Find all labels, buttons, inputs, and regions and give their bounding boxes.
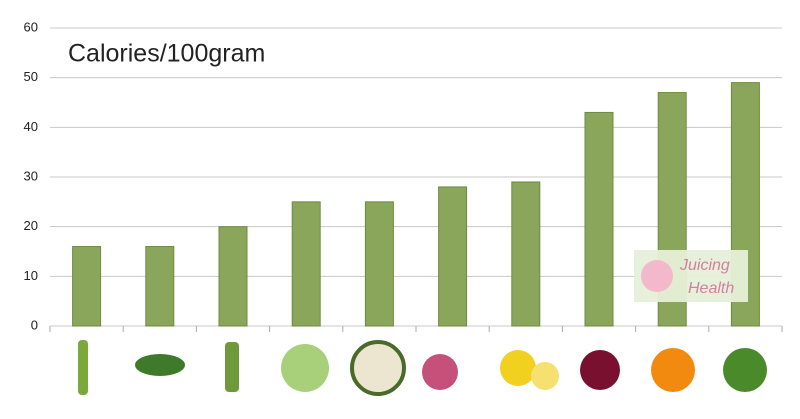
icon-cauliflower [350,340,406,396]
y-tick-label: 30 [24,168,38,183]
icon-beet [580,350,620,390]
logo-heart [641,260,673,292]
icon-cabbage [281,344,329,392]
chart-title: Calories/100gram [68,40,265,68]
y-tick-label: 60 [24,19,38,34]
icon-kale [723,348,767,392]
bar [291,201,321,327]
y-tick-label: 50 [24,69,38,84]
logo-text: Juicing [679,257,730,274]
icon-turnip [422,354,458,390]
icon-cucumber [135,354,185,376]
logo-text: Health [688,280,734,297]
icon-celery [78,340,88,395]
y-tick-label: 10 [24,268,38,283]
bar [364,201,394,327]
bar [584,111,614,327]
icon-lemon [500,350,536,386]
y-tick-label: 20 [24,218,38,233]
bar [218,226,248,327]
bar [72,246,102,327]
icon-asparagus [225,342,239,392]
icon-lemon-half [531,362,559,390]
bar [145,246,175,327]
logo: Juicing Health [634,250,748,302]
icon-orange [651,348,695,392]
y-tick-label: 0 [31,317,38,332]
bar [511,181,541,327]
category-icons [78,340,767,396]
y-tick-label: 40 [24,119,38,134]
bar [438,186,468,327]
